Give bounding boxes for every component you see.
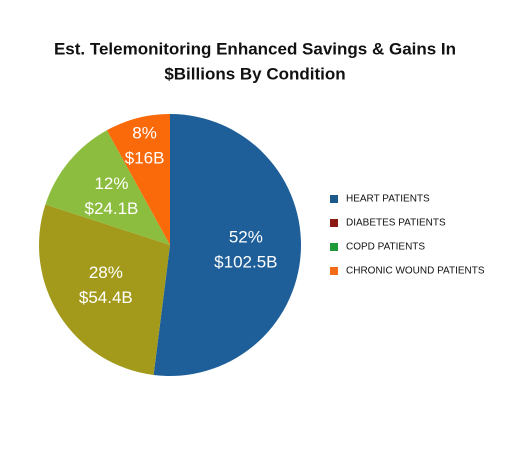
pie-slice [153,114,301,376]
legend-label: COPD PATIENTS [346,242,425,253]
legend-swatch [330,267,338,275]
legend-label: CHRONIC WOUND PATIENTS [346,266,485,277]
legend-label: HEART PATIENTS [346,194,430,205]
value-label: 52% [229,227,263,246]
amount-label: $24.1B [85,199,139,218]
value-label: 28% [89,263,123,282]
legend-swatch [330,219,338,227]
value-label: 8% [132,124,157,143]
legend-swatch [330,195,338,203]
chart-title: $Billions By Condition [164,64,345,83]
pie-slice [106,114,170,245]
amount-label: $54.4B [79,288,133,307]
value-label: 12% [94,174,128,193]
chart-title: Est. Telemonitoring Enhanced Savings & G… [54,39,456,58]
amount-label: $16B [125,149,165,168]
pie-slice [38,204,170,375]
amount-label: $102.5B [214,252,277,271]
legend-swatch [330,243,338,251]
pie-slice [45,130,170,245]
legend-label: DIABETES PATIENTS [346,218,446,229]
